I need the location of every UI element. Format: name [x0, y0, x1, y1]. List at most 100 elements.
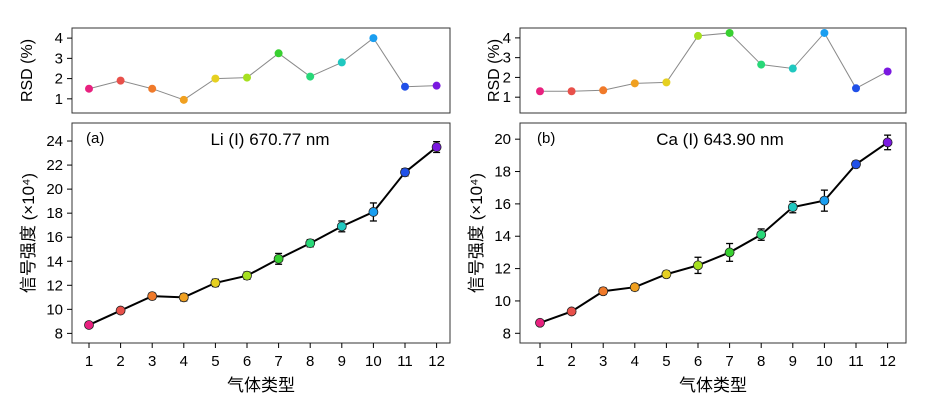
signal-point	[535, 317, 545, 328]
signal-y-tick-label: 16	[494, 196, 511, 213]
x-tick-label: 4	[631, 353, 639, 370]
rsd-point	[536, 87, 544, 96]
x-tick-label: 1	[85, 353, 93, 370]
x-tick-label: 9	[789, 353, 797, 370]
rsd-y-tick-label: 1	[503, 89, 511, 106]
signal-point	[661, 269, 672, 280]
rsd-point	[179, 95, 188, 104]
rsd-plot: 1 2 3 4 RSD (%)	[19, 27, 451, 114]
panel-label: (b)	[537, 130, 555, 147]
rsd-frame	[71, 27, 451, 114]
x-tick-label: 8	[757, 353, 765, 370]
signal-y-tick-label: 8	[55, 325, 63, 342]
x-tick-label: 12	[428, 353, 445, 370]
signal-point	[598, 286, 609, 297]
signal-point	[819, 195, 830, 206]
signal-y-tick-label: 14	[46, 253, 63, 270]
signal-point	[305, 238, 316, 249]
x-tick-label: 7	[725, 353, 733, 370]
rsd-point	[369, 34, 378, 43]
signal-series-line	[88, 146, 438, 326]
rsd-point	[788, 64, 797, 73]
signal-y-tick-label: 20	[46, 181, 63, 198]
signal-y-tick-label: 12	[46, 277, 63, 294]
rsd-point	[85, 84, 93, 93]
rsd-point	[757, 60, 766, 69]
signal-point	[336, 221, 347, 232]
rsd-y-axis-label: RSD (%)	[19, 39, 36, 102]
rsd-y-tick-label: 3	[503, 50, 511, 67]
x-tick-label: 3	[148, 353, 156, 370]
signal-frame	[71, 122, 451, 344]
signal-y-tick-label: 18	[46, 205, 63, 222]
x-tick-label: 1	[536, 353, 544, 370]
signal-point	[400, 167, 410, 178]
signal-point	[431, 142, 442, 152]
x-tick-label: 10	[816, 353, 833, 370]
signal-series-line	[539, 141, 889, 324]
rsd-series-line	[540, 32, 888, 92]
signal-y-tick-label: 20	[494, 131, 511, 148]
signal-y-tick-label: 16	[46, 229, 63, 246]
signal-y-tick-label: 8	[503, 325, 511, 342]
x-tick-label: 9	[338, 353, 346, 370]
x-tick-label: 2	[116, 353, 124, 370]
signal-y-axis-label: 信号强度 (×10⁴)	[19, 173, 38, 293]
rsd-point	[211, 74, 220, 83]
rsd-point	[274, 49, 283, 58]
x-axis-label: 气体类型	[679, 376, 747, 395]
x-tick-label: 11	[397, 353, 413, 370]
x-tick-label: 2	[567, 353, 575, 370]
rsd-series-line	[88, 37, 437, 101]
signal-frame	[519, 122, 907, 344]
rsd-point	[694, 31, 702, 40]
signal-y-tick-label: 14	[494, 228, 511, 245]
rsd-point	[725, 28, 734, 37]
rsd-point	[148, 84, 157, 93]
signal-point	[787, 202, 798, 213]
x-tick-label: 11	[848, 353, 864, 370]
rsd-point	[883, 67, 892, 76]
rsd-y-tick-label: 2	[503, 69, 511, 86]
signal-point	[368, 207, 379, 217]
rsd-point	[567, 87, 576, 96]
rsd-point	[337, 58, 346, 67]
x-tick-label: 4	[180, 353, 188, 370]
rsd-y-tick-label: 4	[503, 30, 511, 47]
signal-y-tick-label: 24	[46, 133, 63, 150]
signal-point	[882, 137, 893, 148]
rsd-point	[630, 79, 639, 88]
signal-point	[629, 282, 640, 293]
x-tick-label: 6	[243, 353, 251, 370]
rsd-point	[243, 73, 251, 82]
rsd-y-axis-label: RSD (%)	[486, 39, 503, 102]
signal-point	[84, 320, 94, 330]
signal-y-tick-label: 10	[46, 301, 63, 318]
x-tick-label: 6	[694, 353, 702, 370]
signal-y-tick-label: 22	[46, 157, 63, 174]
signal-point	[724, 247, 735, 258]
rsd-point	[401, 82, 409, 91]
signal-point	[756, 229, 767, 240]
x-tick-label: 10	[365, 353, 382, 370]
x-axis-label: 气体类型	[227, 376, 295, 395]
rsd-point	[599, 86, 608, 95]
signal-point	[242, 270, 252, 281]
signal-point	[566, 306, 577, 317]
signal-point	[851, 159, 861, 170]
rsd-y-tick-label: 2	[55, 71, 63, 88]
rsd-y-tick-label: 3	[55, 50, 63, 67]
x-tick-label: 7	[274, 353, 282, 370]
signal-y-tick-label: 12	[494, 261, 511, 278]
rsd-y-tick-label: 4	[55, 30, 63, 47]
rsd-point	[432, 81, 441, 90]
rsd-y-tick-label: 1	[55, 91, 63, 108]
x-tick-label: 3	[599, 353, 607, 370]
panel-label: (a)	[86, 130, 104, 147]
signal-point	[273, 253, 284, 264]
signal-y-tick-label: 10	[494, 293, 511, 310]
